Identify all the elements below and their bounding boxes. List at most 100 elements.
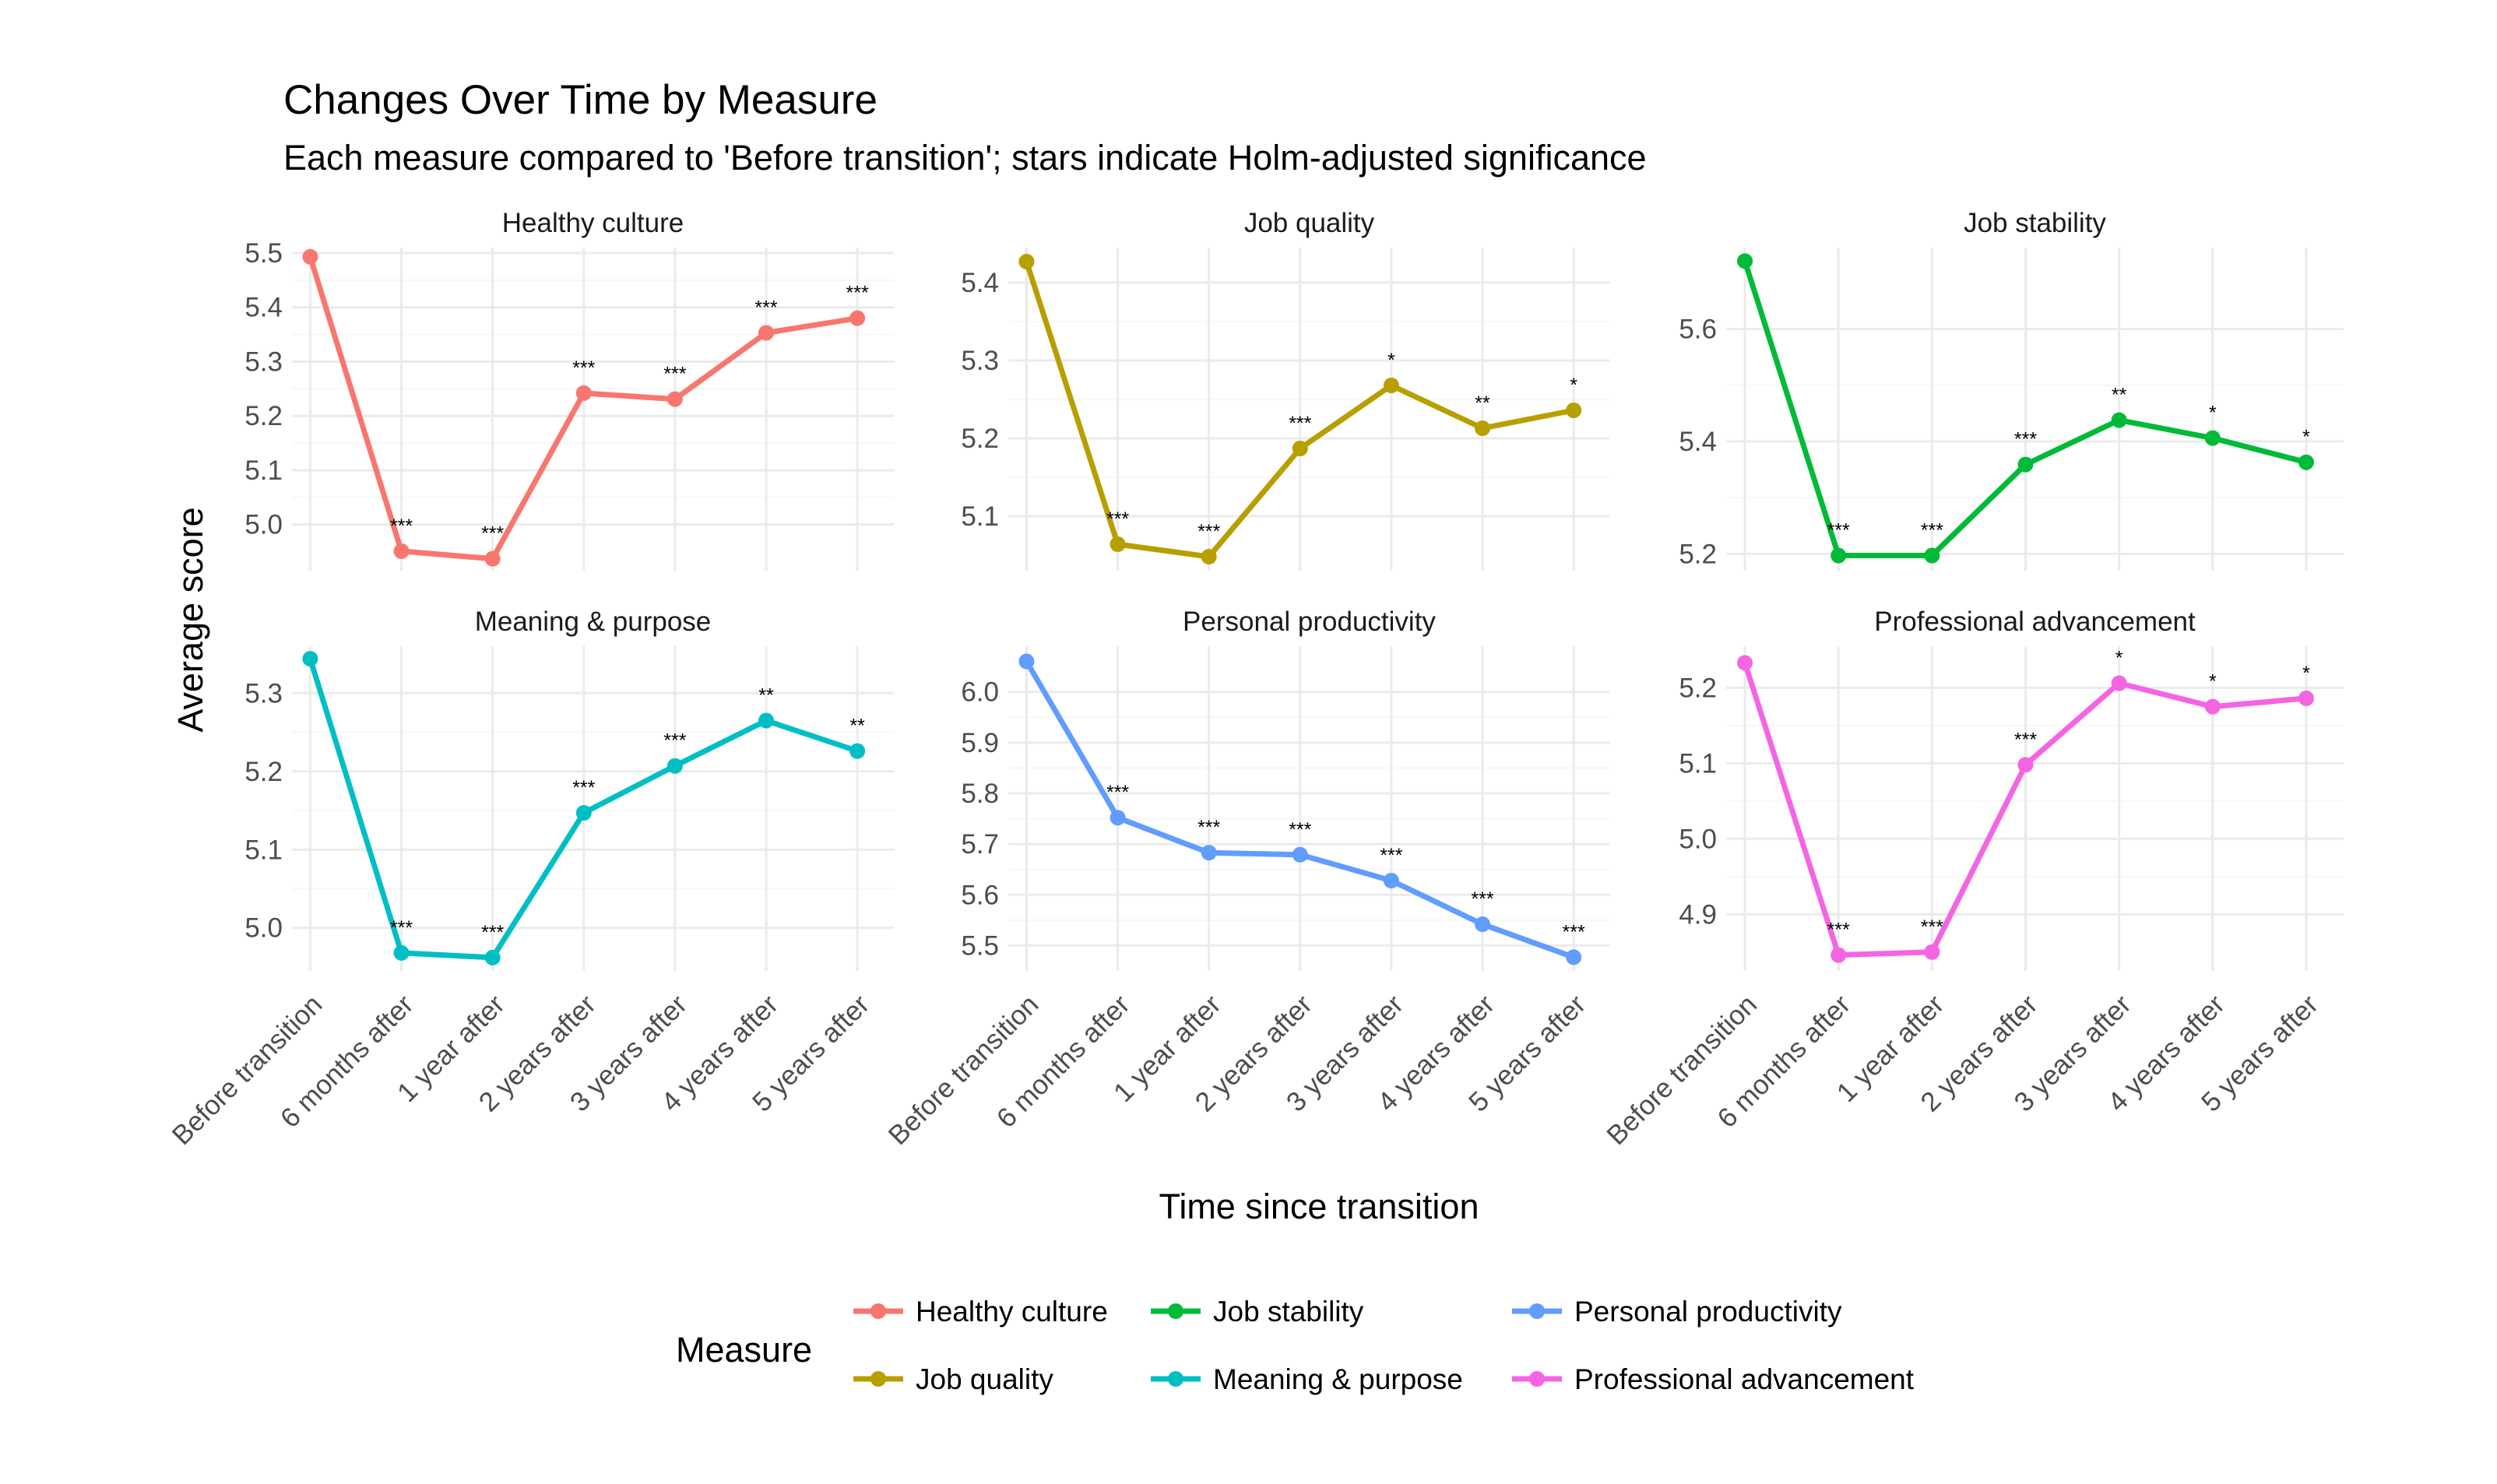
significance-stars: ***	[1471, 888, 1493, 910]
legend-item-job-stability: Job stability	[1151, 1296, 1364, 1328]
significance-stars: ***	[663, 730, 686, 752]
data-point-job-quality	[1566, 403, 1582, 418]
y-tick-label: 5.7	[961, 829, 999, 860]
data-point-professional-advancement	[2111, 675, 2127, 691]
data-point-professional-advancement	[1831, 947, 1847, 963]
y-tick-label: 5.2	[1679, 673, 1717, 703]
significance-stars: *	[2302, 663, 2310, 684]
y-tick-label: 4.9	[1679, 899, 1717, 930]
data-point-healthy-culture	[393, 543, 410, 559]
y-tick-label: 5.1	[244, 835, 283, 865]
data-point-job-quality	[1110, 536, 1126, 552]
y-tick-label: 5.4	[1679, 427, 1717, 457]
panel-professional-advancement: Professional advancement4.95.05.15.2Befo…	[1601, 607, 2344, 1151]
significance-stars: ***	[390, 917, 413, 939]
data-point-professional-advancement	[2017, 757, 2034, 773]
y-tick-label: 5.3	[244, 346, 283, 377]
panel-title-personal-productivity: Personal productivity	[1183, 607, 1436, 637]
y-tick-label: 5.8	[961, 779, 999, 809]
panel-healthy-culture: Healthy culture 5.0 5.1 5.2 5.3 5.4 5.5 *** *** *…	[244, 208, 894, 571]
y-tick-label: 6.0	[961, 677, 999, 708]
data-point-professional-advancement	[1737, 655, 1753, 671]
significance-stars: **	[1475, 392, 1490, 414]
data-point-job-stability	[2204, 430, 2221, 446]
y-tick-label: 5.3	[244, 678, 283, 709]
data-point-job-stability	[2017, 456, 2034, 473]
significance-stars: **	[758, 684, 774, 706]
legend-marker-icon	[870, 1371, 886, 1387]
data-point-personal-productivity	[1018, 653, 1035, 670]
data-point-job-quality	[1018, 254, 1035, 269]
data-point-job-quality	[1475, 420, 1491, 436]
significance-stars: ***	[481, 523, 504, 545]
significance-stars: ***	[390, 515, 413, 537]
data-point-meaning-and-purpose	[484, 949, 501, 965]
significance-stars: ***	[1921, 520, 1943, 542]
data-point-job-quality	[1383, 378, 1399, 393]
significance-stars: ***	[754, 297, 777, 319]
legend-title: Measure	[676, 1330, 812, 1370]
legend-item-meaning-and-purpose: Meaning & purpose	[1151, 1363, 1463, 1395]
legend-item-professional-advancement: Professional advancement	[1512, 1363, 1915, 1395]
y-tick-label: 5.0	[1679, 824, 1717, 854]
chart-subtitle: Each measure compared to 'Before transit…	[283, 138, 1647, 178]
y-tick-label: 5.2	[961, 424, 999, 454]
legend-marker-icon	[1529, 1303, 1545, 1319]
significance-stars: ***	[572, 357, 595, 379]
legend-marker-icon	[1529, 1371, 1545, 1387]
chart-title: Changes Over Time by Measure	[283, 77, 877, 123]
data-point-meaning-and-purpose	[758, 712, 775, 729]
x-axis-title: Time since transition	[1159, 1187, 1479, 1226]
data-point-professional-advancement	[2204, 698, 2221, 715]
y-tick-label: 5.4	[244, 293, 283, 323]
y-axis-title: Average score	[171, 507, 210, 732]
y-tick-label: 5.0	[244, 510, 283, 540]
significance-stars: ***	[846, 283, 869, 304]
y-tick-label: 5.1	[961, 501, 999, 532]
data-point-professional-advancement	[2298, 690, 2314, 706]
data-point-healthy-culture	[484, 550, 501, 567]
data-point-job-stability	[2298, 454, 2314, 470]
legend-marker-icon	[870, 1303, 886, 1319]
significance-stars: *	[2115, 648, 2123, 670]
data-point-job-stability	[1924, 547, 1940, 564]
data-point-personal-productivity	[1566, 949, 1582, 965]
legend-item-personal-productivity: Personal productivity	[1512, 1296, 1842, 1328]
significance-stars: *	[2302, 427, 2310, 448]
data-point-professional-advancement	[1924, 944, 1940, 960]
y-tick-label: 5.5	[961, 930, 999, 961]
data-point-healthy-culture	[849, 310, 866, 326]
significance-stars: ***	[1827, 920, 1850, 941]
panel-title-professional-advancement: Professional advancement	[1874, 607, 2196, 637]
legend-marker-icon	[1168, 1303, 1183, 1319]
y-tick-label: 5.4	[961, 268, 999, 298]
significance-stars: ***	[1198, 521, 1220, 543]
significance-stars: *	[1570, 375, 1577, 396]
data-point-job-stability	[1737, 253, 1753, 269]
legend-label: Job quality	[916, 1363, 1053, 1395]
data-point-healthy-culture	[302, 248, 318, 265]
panel-title-job-stability: Job stability	[1964, 208, 2106, 238]
y-tick-label: 5.0	[244, 913, 283, 944]
legend-label: Healthy culture	[916, 1296, 1108, 1328]
significance-stars: *	[2209, 403, 2217, 424]
data-point-meaning-and-purpose	[302, 651, 318, 667]
data-point-personal-productivity	[1201, 845, 1217, 861]
significance-stars: ***	[1563, 921, 1585, 943]
significance-stars: **	[849, 716, 865, 737]
legend-label: Personal productivity	[1574, 1296, 1842, 1328]
significance-stars: *	[1387, 350, 1395, 371]
significance-stars: ***	[1289, 819, 1311, 841]
data-point-healthy-culture	[758, 325, 775, 341]
significance-stars: *	[2209, 671, 2217, 693]
data-point-personal-productivity	[1383, 873, 1399, 889]
significance-stars: ***	[2014, 429, 2037, 451]
significance-stars: ***	[1106, 782, 1129, 804]
data-point-job-quality	[1201, 549, 1217, 564]
significance-stars: ***	[1921, 916, 1943, 938]
legend-label: Job stability	[1213, 1296, 1364, 1328]
significance-stars: ***	[1289, 413, 1311, 434]
